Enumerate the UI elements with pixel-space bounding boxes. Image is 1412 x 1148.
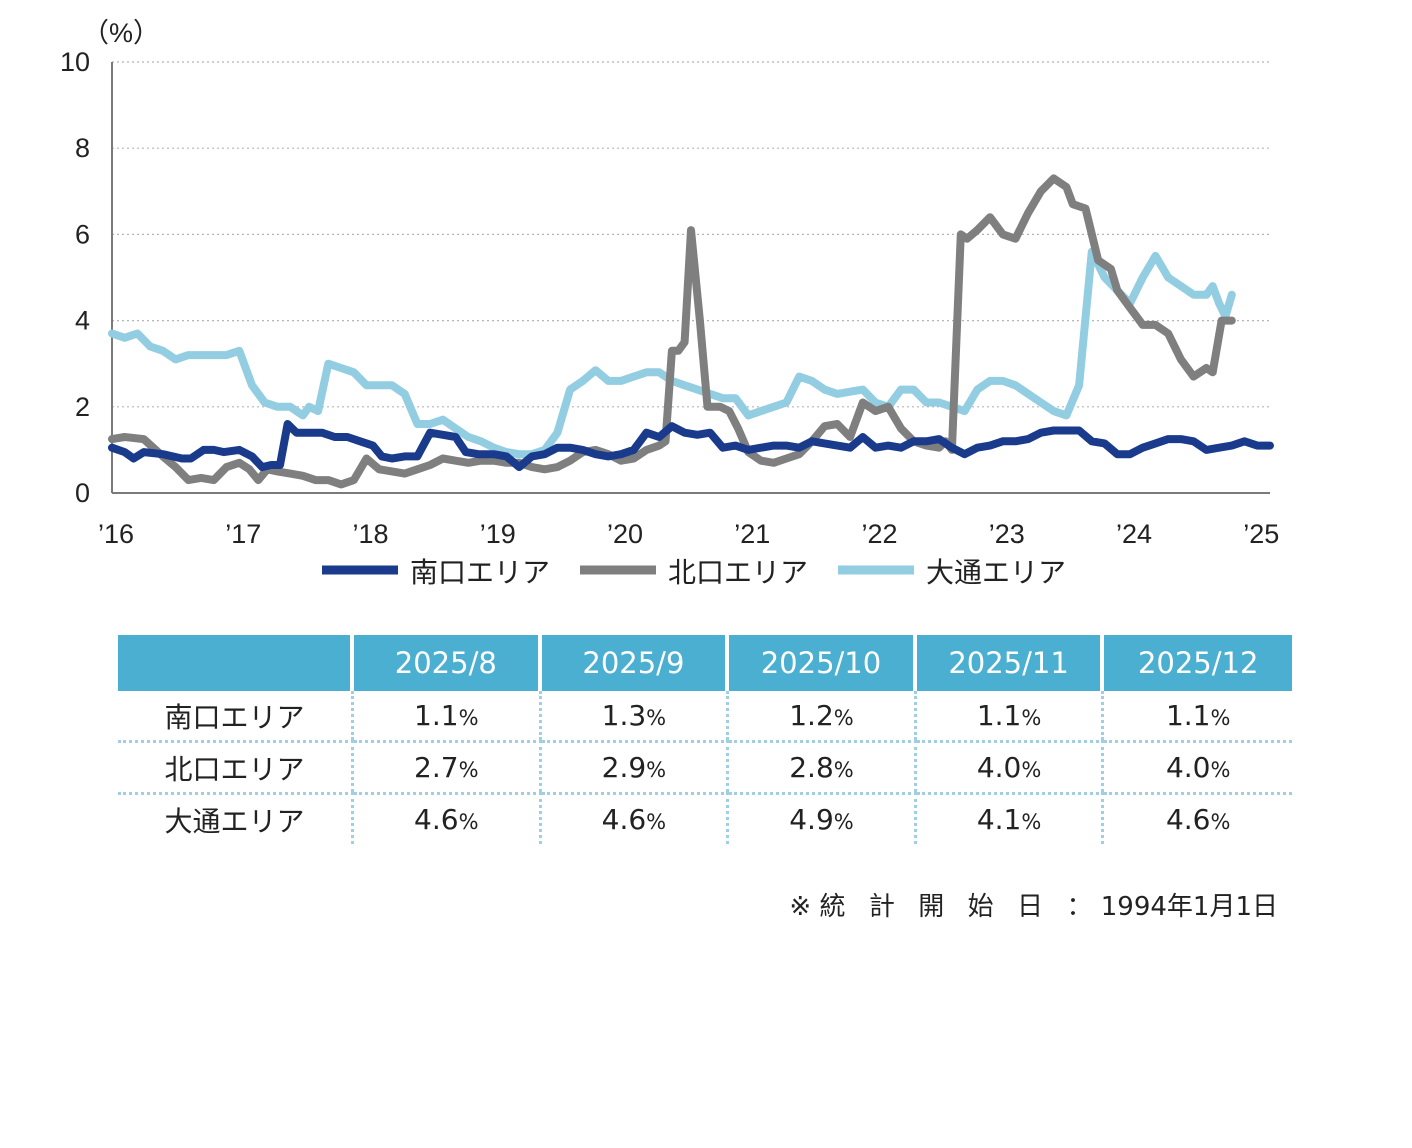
table-body: 南口エリア 1.1% 1.3% 1.2% 1.1% 1.1% 北口エリア 2.7% 2.9% 2.… (118, 691, 1292, 844)
table-header-cell: 2025/11 (916, 635, 1105, 691)
footnote-value: 1994年1月1日 (1100, 892, 1278, 922)
cell-value: 1.3 (601, 699, 647, 732)
data-table: 2025/8 2025/9 2025/10 2025/11 2025/12 南口… (118, 635, 1292, 844)
cell-unit: % (458, 758, 479, 782)
y-axis-unit-label: （%） (82, 18, 160, 48)
x-tick-label: ’24 (1116, 519, 1152, 549)
table-header-row: 2025/8 2025/9 2025/10 2025/11 2025/12 (118, 635, 1292, 691)
table-row-label: 大通エリア (118, 792, 354, 844)
cell-unit: % (1210, 706, 1231, 730)
legend-label: 北口エリア (668, 556, 808, 589)
cell-value: 1.1 (976, 699, 1022, 732)
table-header-cell (118, 635, 354, 691)
cell-unit: % (458, 706, 479, 730)
x-axis-tick-labels: ’16 ’17 ’18 ’19 ’20 ’21 ’22 ’23 ’24 ’25 (98, 519, 1279, 549)
table-header-cell: 2025/12 (1104, 635, 1292, 691)
x-tick-label: ’16 (98, 519, 134, 549)
footnote-label: 統計開始日 (819, 892, 1067, 922)
cell-unit: % (1021, 810, 1042, 834)
gridlines (112, 61, 1270, 408)
x-tick-label: ’20 (607, 519, 643, 549)
y-tick-label: 10 (60, 47, 90, 77)
y-axis-tick-labels: 0 2 4 6 8 10 (60, 47, 90, 508)
table-cell: 4.9% (729, 792, 917, 844)
table-header-cell: 2025/9 (541, 635, 730, 691)
series-line-1 (108, 174, 1236, 489)
series-line-0 (108, 420, 1274, 472)
legend-label: 大通エリア (926, 556, 1066, 589)
cell-unit: % (1021, 758, 1042, 782)
cell-value: 4.6 (1165, 803, 1211, 836)
cell-unit: % (833, 758, 854, 782)
table-cell: 4.0% (1104, 740, 1292, 792)
table-row-label: 北口エリア (118, 740, 354, 792)
cell-unit: % (1021, 706, 1042, 730)
table-cell: 1.1% (917, 691, 1105, 740)
table-header-cell: 2025/8 (354, 635, 542, 691)
cell-value: 2.9 (601, 751, 647, 784)
cell-value: 1.2 (789, 699, 834, 732)
footnote: ※ 統計開始日： 1994年1月1日 (789, 886, 1278, 923)
y-tick-label: 2 (75, 392, 90, 422)
legend-label: 南口エリア (410, 556, 550, 589)
table-cell: 4.6% (1104, 792, 1292, 844)
table-cell: 2.8% (729, 740, 917, 792)
x-tick-label: ’22 (862, 519, 898, 549)
table-row: 大通エリア 4.6% 4.6% 4.9% 4.1% 4.6% (118, 792, 1292, 844)
table-row-label: 南口エリア (118, 691, 354, 740)
cell-value: 4.0 (1165, 751, 1211, 784)
series-lines (108, 174, 1274, 489)
footnote-separator: ： (1066, 892, 1093, 922)
table-row: 北口エリア 2.7% 2.9% 2.8% 4.0% 4.0% (118, 740, 1292, 792)
cell-value: 4.6 (414, 803, 459, 836)
table-header-cell: 2025/10 (729, 635, 917, 691)
cell-value: 4.0 (976, 751, 1022, 784)
cell-value: 2.7 (414, 751, 459, 784)
table-cell: 1.1% (354, 691, 542, 740)
y-tick-label: 4 (75, 306, 90, 336)
cell-unit: % (1210, 810, 1231, 834)
cell-unit: % (458, 810, 479, 834)
legend: 南口エリア 北口エリア 大通エリア (322, 556, 1066, 589)
x-tick-label: ’21 (734, 519, 770, 549)
table-cell: 1.3% (542, 691, 730, 740)
x-tick-label: ’19 (480, 519, 516, 549)
axes (111, 62, 1270, 494)
x-tick-label: ’18 (352, 519, 388, 549)
cell-unit: % (646, 810, 667, 834)
cell-unit: % (833, 706, 854, 730)
table-row: 南口エリア 1.1% 1.3% 1.2% 1.1% 1.1% (118, 691, 1292, 740)
table-cell: 1.1% (1104, 691, 1292, 740)
cell-value: 4.6 (601, 803, 647, 836)
x-tick-label: ’25 (1243, 519, 1279, 549)
cell-value: 2.8 (789, 751, 834, 784)
cell-unit: % (646, 758, 667, 782)
footnote-mark: ※ (789, 892, 812, 922)
cell-unit: % (833, 810, 854, 834)
x-tick-label: ’23 (989, 519, 1025, 549)
cell-value: 4.1 (976, 803, 1022, 836)
cell-value: 4.9 (789, 803, 834, 836)
table-cell: 4.1% (916, 792, 1105, 844)
y-tick-label: 6 (75, 219, 90, 249)
table-cell: 2.9% (541, 740, 730, 792)
table-cell: 4.6% (541, 792, 730, 844)
table-cell: 1.2% (729, 691, 917, 740)
table-cell: 4.6% (354, 792, 542, 844)
series-line-2 (108, 247, 1236, 459)
cell-value: 1.1 (1165, 699, 1211, 732)
cell-value: 1.1 (414, 699, 459, 732)
table-cell: 4.0% (916, 740, 1105, 792)
table-cell: 2.7% (354, 740, 542, 792)
y-tick-label: 8 (75, 133, 90, 163)
y-tick-label: 0 (75, 478, 90, 508)
cell-unit: % (646, 706, 667, 730)
x-tick-label: ’17 (225, 519, 261, 549)
cell-unit: % (1210, 758, 1231, 782)
